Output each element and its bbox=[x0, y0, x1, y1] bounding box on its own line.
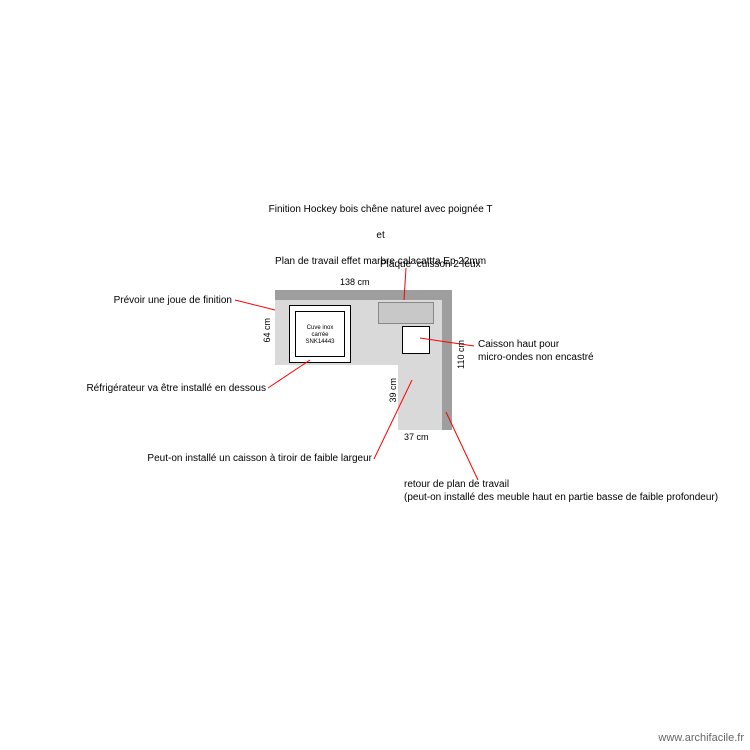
title-line1: Finition Hockey bois chêne naturel avec … bbox=[269, 204, 493, 215]
label-joue: Prévoir une joue de finition bbox=[80, 294, 232, 307]
wall-right bbox=[442, 290, 452, 430]
dim-top: 138 cm bbox=[340, 277, 370, 287]
sink-label: Cuve inox carrée SNK14443 bbox=[292, 325, 348, 346]
label-retour: retour de plan de travail (peut-on insta… bbox=[404, 478, 718, 504]
counter-return bbox=[398, 368, 442, 430]
label-tiroir: Peut-on installé un caisson à tiroir de … bbox=[90, 452, 372, 465]
title-line2: et bbox=[376, 230, 384, 241]
leader-lines bbox=[0, 0, 750, 750]
label-frigo: Réfrigérateur va être installé en dessou… bbox=[60, 382, 266, 395]
title-block: Finition Hockey bois chêne naturel avec … bbox=[220, 190, 530, 281]
label-plaque: Plaque cuisson 2 feux bbox=[380, 258, 481, 271]
micro-rect bbox=[402, 326, 430, 354]
dim-left: 64 cm bbox=[262, 318, 272, 343]
stage: Finition Hockey bois chêne naturel avec … bbox=[0, 0, 750, 750]
wall-top bbox=[275, 290, 452, 300]
counter-edge bbox=[275, 365, 398, 368]
dim-right: 110 cm bbox=[456, 340, 466, 369]
sink-label-text: Cuve inox carrée SNK14443 bbox=[305, 325, 334, 345]
dim-39: 39 cm bbox=[388, 378, 398, 403]
dim-37: 37 cm bbox=[404, 432, 429, 442]
watermark: www.archifacile.fr bbox=[658, 732, 744, 744]
label-caisson: Caisson haut pour micro-ondes non encast… bbox=[478, 338, 594, 364]
plaque-rect bbox=[378, 302, 434, 324]
